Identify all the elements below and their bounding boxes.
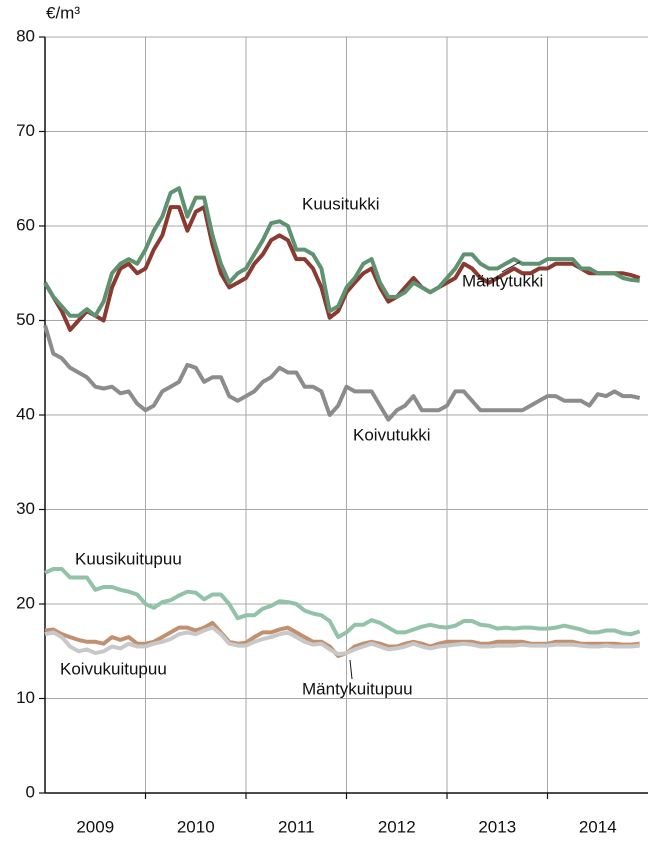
y-tick-label: 20 — [16, 593, 35, 612]
y-tick-label: 40 — [16, 404, 35, 423]
series-line — [43, 186, 640, 318]
series-label: Mäntytukki — [462, 271, 543, 290]
y-tick-label: 50 — [16, 310, 35, 329]
y-unit: €/m³ — [46, 3, 80, 22]
leader-line — [349, 659, 353, 680]
series-label: Koivutukki — [353, 425, 430, 444]
x-tick-label: 2011 — [278, 817, 315, 836]
x-tick-label: 2014 — [579, 817, 617, 836]
series-label: Koivukuitupuu — [60, 659, 167, 678]
series-label: Kuusikuitupuu — [75, 549, 182, 568]
y-tick-label: 60 — [16, 215, 35, 234]
x-tick-label: 2010 — [177, 817, 215, 836]
x-tick-label: 2009 — [76, 817, 114, 836]
leader-line — [501, 261, 521, 273]
series-label: Mäntykuitupuu — [302, 679, 413, 698]
y-tick-label: 30 — [16, 499, 35, 518]
series-line — [44, 625, 640, 657]
x-tick-label: 2012 — [378, 817, 416, 836]
series-label: Kuusitukki — [302, 194, 379, 213]
y-tick-label: 70 — [16, 121, 35, 140]
x-tick-label: 2013 — [478, 817, 516, 836]
y-tick-label: 80 — [16, 26, 35, 45]
series-line — [44, 567, 641, 640]
series-line — [43, 324, 641, 422]
y-tick-label: 10 — [16, 688, 35, 707]
y-tick-label: 0 — [26, 782, 35, 801]
